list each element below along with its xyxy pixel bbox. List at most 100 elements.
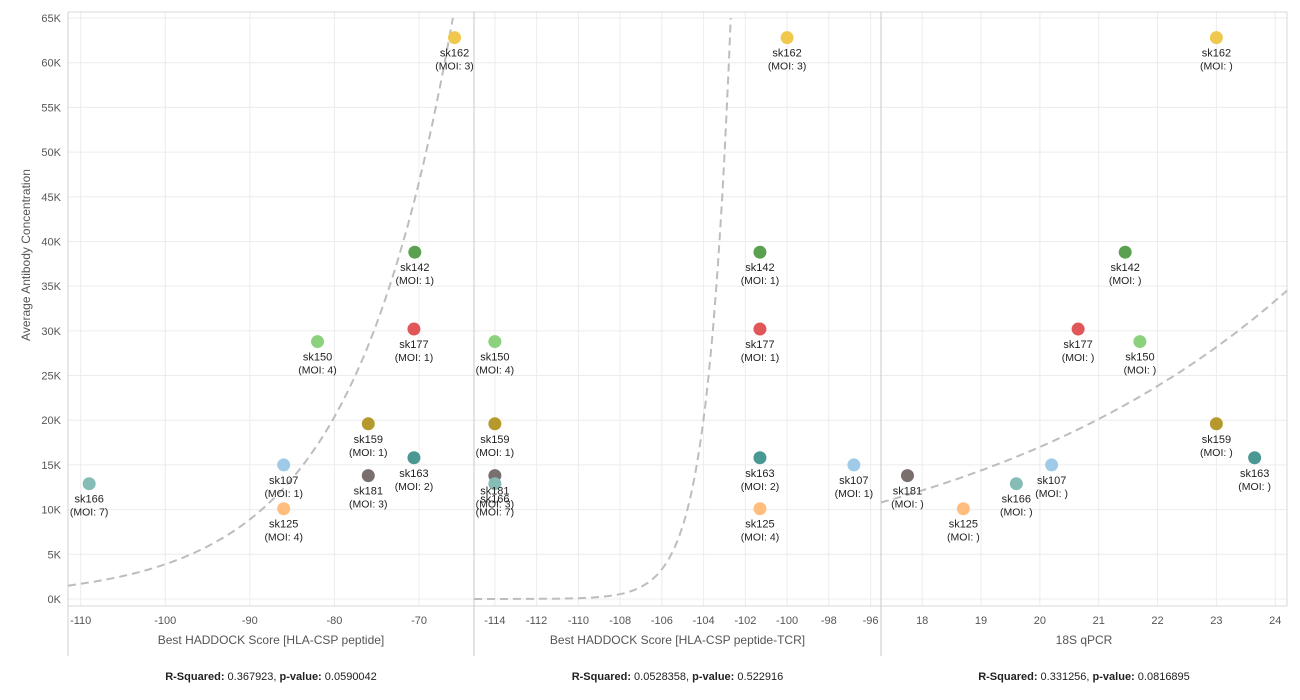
panel-3-stats: R-Squared: 0.331256, p-value: 0.0816895 [978,671,1190,683]
panel-2-point-moi-sk142: (MOI: 1) [741,275,780,287]
panel-1-point-label-sk159: sk159 [354,434,383,446]
panel-3-point-label-sk177: sk177 [1063,339,1092,351]
y-axis-title: Average Antibody Concentration [19,169,33,341]
panel-1-point-moi-sk125: (MOI: 4) [264,532,303,544]
panel-1-x-tick-label: -70 [411,615,427,627]
panel-2-x-tick-label: -106 [651,615,673,627]
panel-1-stats: R-Squared: 0.367923, p-value: 0.0590042 [165,671,377,683]
panel-2-r-squared-value: 0.0528358, [631,671,692,683]
panel-1-point-sk166[interactable] [82,477,96,491]
y-tick-label: 65K [41,13,61,25]
panel-3-point-sk159[interactable] [1209,417,1223,431]
points-layer [82,31,1262,516]
panel-1-point-sk142[interactable] [408,245,422,259]
panel-2-point-sk177[interactable] [753,322,767,336]
panel-1-point-label-sk150: sk150 [303,352,332,364]
panel-2-point-moi-sk163: (MOI: 2) [741,481,780,493]
panel-3-point-moi-sk162: (MOI: ) [1200,61,1233,73]
panel-2-point-label-sk166: sk166 [480,494,509,506]
panel-1-point-sk177[interactable] [407,322,421,336]
panel-3-r-squared-value: 0.331256, [1037,671,1092,683]
panel-1-x-tick-label: -90 [242,615,258,627]
panel-2-point-label-sk150: sk150 [480,352,509,364]
panel-3-x-tick-label: 19 [975,615,987,627]
panel-3-point-sk166[interactable] [1009,477,1023,491]
panel-3-point-sk125[interactable] [956,502,970,516]
panel-1-point-label-sk181: sk181 [354,486,383,498]
panel-2-r-squared-label: R-Squared: [572,671,631,683]
panel-1-point-sk159[interactable] [361,417,375,431]
panel-2-x-tick-label: -96 [863,615,879,627]
panel-1-point-sk107[interactable] [277,458,291,472]
panel-1-point-sk125[interactable] [277,502,291,516]
panel-3-point-moi-sk177: (MOI: ) [1062,352,1095,364]
panel-2-x-axis-title: Best HADDOCK Score [HLA-CSP peptide-TCR] [550,633,805,647]
panel-2-point-sk166[interactable] [488,477,502,491]
y-tick-label: 20K [41,415,61,427]
panel-2-point-moi-sk181: (MOI: 3) [476,499,515,511]
panel-1-x-axis-title: Best HADDOCK Score [HLA-CSP peptide] [158,633,385,647]
panel-2-point-label-sk163: sk163 [745,468,774,480]
panel-3-point-moi-sk107: (MOI: ) [1035,488,1068,500]
panel-2-p-value-label: p-value: [692,671,734,683]
panel-2-point-sk107[interactable] [847,458,861,472]
panel-1-point-sk162[interactable] [448,31,462,45]
panel-3-point-moi-sk159: (MOI: ) [1200,447,1233,459]
panel-2-point-label-sk177: sk177 [745,339,774,351]
panel-1-point-moi-sk159: (MOI: 1) [349,447,388,459]
panel-3-point-label-sk163: sk163 [1240,468,1269,480]
panel-1-point-moi-sk162: (MOI: 3) [435,61,474,73]
panel-3-point-sk107[interactable] [1045,458,1059,472]
panel-2-point-label-sk107: sk107 [839,475,868,487]
panel-3-point-sk162[interactable] [1209,31,1223,45]
panel-3-point-label-sk162: sk162 [1202,48,1231,60]
panel-3-point-label-sk159: sk159 [1202,434,1231,446]
panel-2-point-moi-sk166: (MOI: 7) [476,507,515,519]
panel-2-point-sk125[interactable] [753,502,767,516]
panel-2-point-sk159[interactable] [488,417,502,431]
panel-3-point-sk163[interactable] [1248,451,1262,465]
y-tick-label: 15K [41,460,61,472]
panel-2-point-sk150[interactable] [488,335,502,349]
panel-1-point-sk163[interactable] [407,451,421,465]
panel-1-point-sk181[interactable] [361,469,375,483]
panel-3-point-sk177[interactable] [1071,322,1085,336]
panel-3-x-tick-label: 24 [1269,615,1281,627]
panel-1-point-label-sk107: sk107 [269,475,298,487]
panel-2-point-moi-sk162: (MOI: 3) [768,61,807,73]
panel-2-x-tick-label: -110 [568,615,589,627]
panel-3-point-sk181[interactable] [900,469,914,483]
panel-3-x-tick-label: 23 [1210,615,1222,627]
panel-2-point-sk142[interactable] [753,245,767,259]
y-tick-label: 25K [41,371,61,383]
panel-3-p-value-value: 0.0816895 [1135,671,1190,683]
panel-1-r-squared-value: 0.367923, [224,671,279,683]
y-tick-label: 35K [41,281,61,293]
panel-2-p-value-value: 0.522916 [734,671,783,683]
panel-1-point-sk150[interactable] [311,335,325,349]
panel-1-trend-line [67,17,454,587]
panel-3-point-sk142[interactable] [1118,245,1132,259]
panel-3-x-tick-label: 20 [1034,615,1046,627]
axes-layer: 0K 5K 10K 15K 20K 25K 30K 35K 40K 45K 50K 55K 60K 65K… [41,11,1288,683]
panel-3-point-label-sk150: sk150 [1125,352,1154,364]
panel-2-point-moi-sk107: (MOI: 1) [835,488,874,500]
panel-3-point-moi-sk163: (MOI: ) [1238,481,1271,493]
panel-3-point-moi-sk150: (MOI: ) [1124,365,1157,377]
panel-3-point-sk150[interactable] [1133,335,1147,349]
panel-1-point-label-sk163: sk163 [399,468,428,480]
panel-2-point-moi-sk177: (MOI: 1) [741,352,780,364]
panel-2-point-sk163[interactable] [753,451,767,465]
panel-1-point-label-sk162: sk162 [440,48,469,60]
panel-1-r-squared-label: R-Squared: [165,671,224,683]
panel-3-x-tick-label: 21 [1093,615,1105,627]
y-tick-label: 55K [41,102,61,114]
panel-3-point-moi-sk142: (MOI: ) [1109,275,1142,287]
panel-1-point-moi-sk181: (MOI: 3) [349,499,388,511]
panel-3-point-label-sk166: sk166 [1002,494,1031,506]
y-tick-label: 60K [41,58,61,70]
y-tick-label: 0K [48,594,62,606]
y-tick-label: 10K [41,505,61,517]
panel-2-point-sk162[interactable] [780,31,794,45]
panel-2-point-label-sk159: sk159 [480,434,509,446]
